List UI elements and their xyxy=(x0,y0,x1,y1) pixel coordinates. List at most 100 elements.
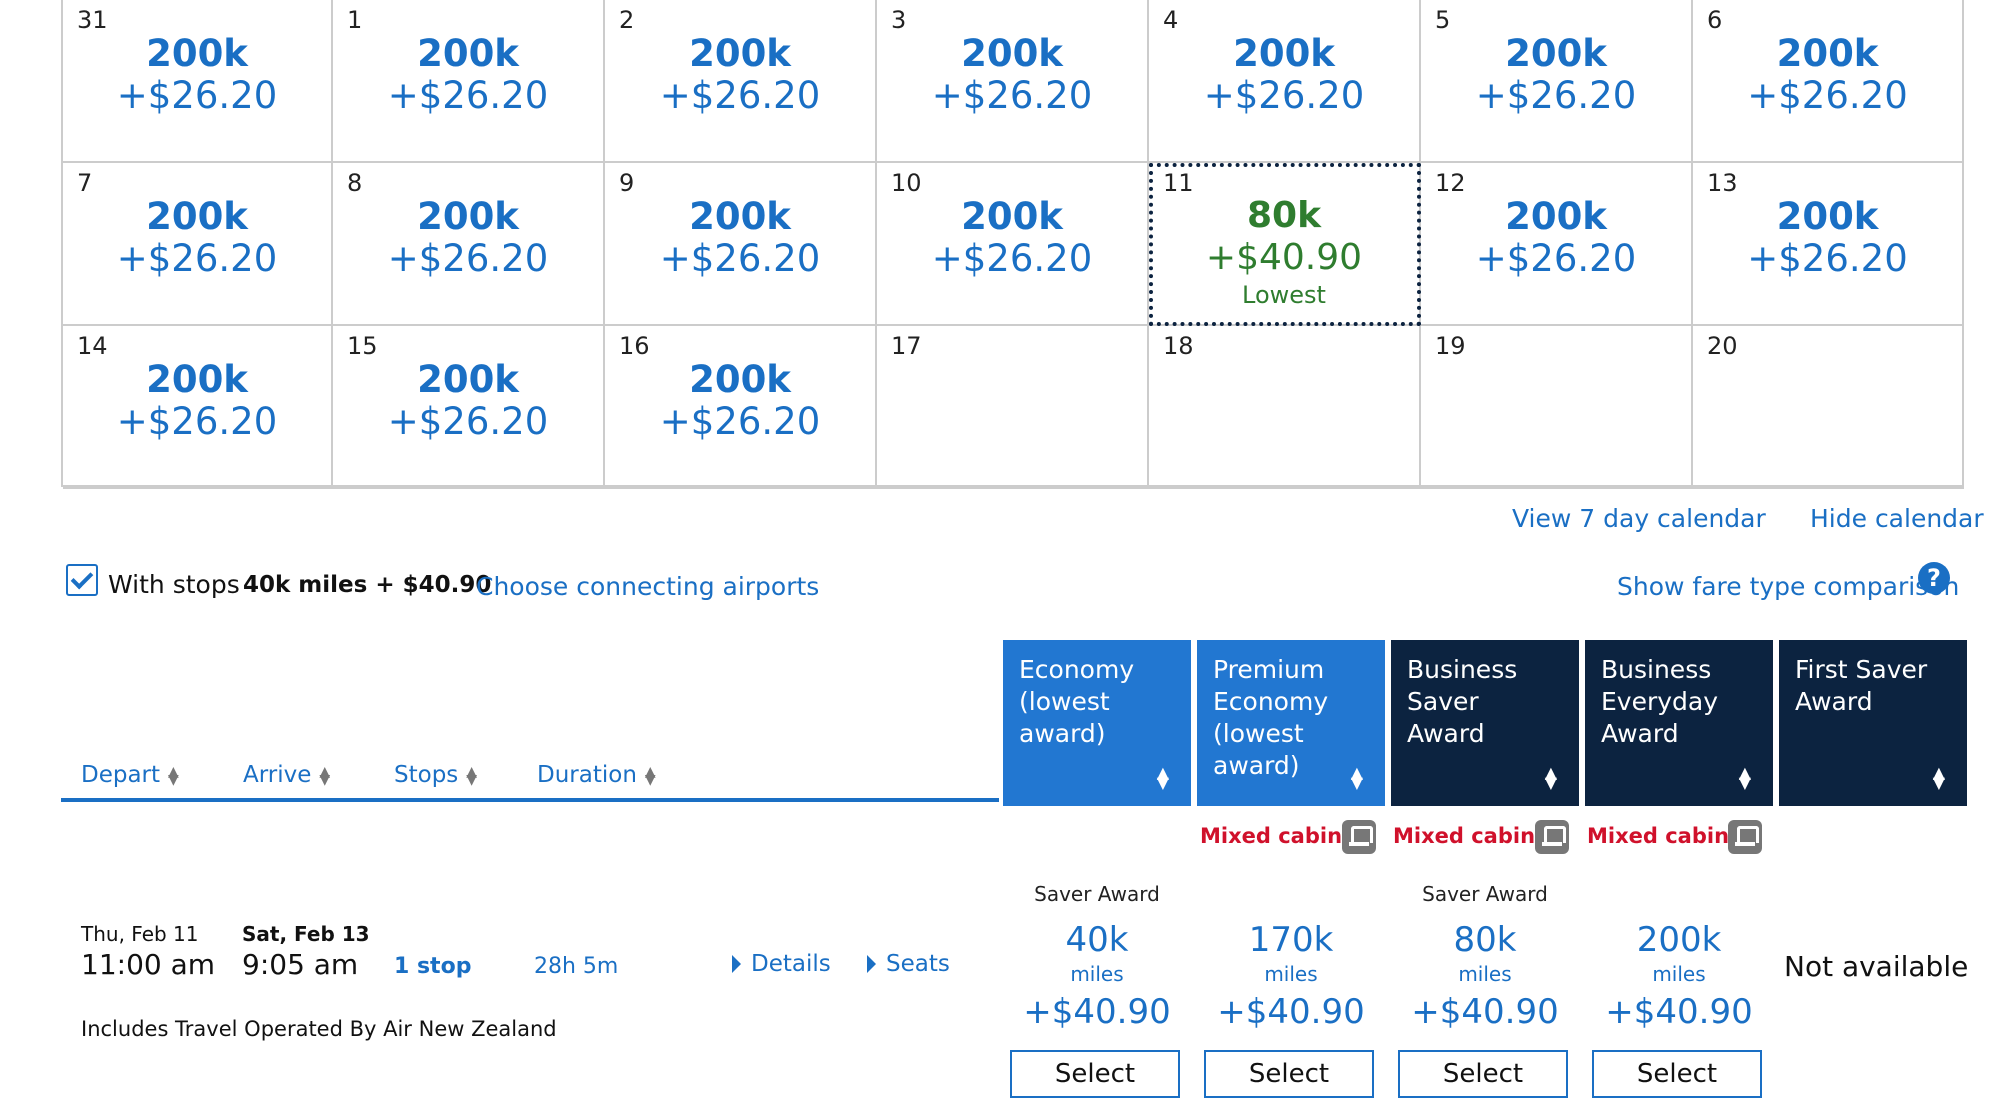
fare-col-label: First Saver Award xyxy=(1795,655,1928,716)
calendar-day-9[interactable]: 9 200k +$26.20 xyxy=(605,163,877,326)
fare-col-economy[interactable]: Economy (lowest award) ▲ ▼ xyxy=(1003,640,1191,806)
calendar-day-7[interactable]: 7 200k +$26.20 xyxy=(63,163,333,326)
calendar-day-number: 13 xyxy=(1707,169,1738,197)
calendar-day-6[interactable]: 6 200k +$26.20 xyxy=(1693,0,1964,163)
lowest-badge: Lowest xyxy=(1242,281,1326,309)
calendar-day-price: +$26.20 xyxy=(116,400,278,443)
calendar-day-price: +$26.20 xyxy=(1203,74,1365,117)
fare-miles: 40k xyxy=(1065,920,1129,960)
sort-arrows-icon: ▲ ▼ xyxy=(1544,763,1557,792)
calendar-day-number: 17 xyxy=(891,332,922,360)
calendar-day-5[interactable]: 5 200k +$26.20 xyxy=(1421,0,1693,163)
calendar-day-16[interactable]: 16 200k +$26.20 xyxy=(605,326,877,489)
fare-miles: 200k xyxy=(1636,920,1722,960)
calendar-day-miles: 200k xyxy=(146,358,248,401)
calendar-day-1[interactable]: 1 200k +$26.20 xyxy=(333,0,605,163)
arrive-date: Sat, Feb 13 xyxy=(242,922,370,946)
calendar-day-price: +$26.20 xyxy=(1747,74,1908,117)
calendar-day-11[interactable]: 11 80k +$40.90 Lowest xyxy=(1149,163,1421,326)
choose-connecting-airports-link[interactable]: Choose connecting airports xyxy=(476,572,820,601)
calendar-day-price: +$26.20 xyxy=(659,400,821,443)
sort-arrows-icon: ▲ ▼ xyxy=(644,763,656,788)
seat-icon[interactable] xyxy=(1728,820,1762,854)
calendar-day-15[interactable]: 15 200k +$26.20 xyxy=(333,326,605,489)
show-fare-type-comparison-link[interactable]: Show fare type comparison xyxy=(1617,572,1960,601)
seat-icon[interactable] xyxy=(1342,820,1376,854)
arrive-time: 9:05 am xyxy=(242,948,359,981)
stops-link[interactable]: 1 stop xyxy=(394,954,472,979)
calendar-day-price: +$26.20 xyxy=(387,237,549,280)
select-premium-economy-button[interactable]: Select xyxy=(1204,1050,1374,1098)
fare-col-label: Business Saver Award xyxy=(1407,655,1518,748)
award-type-label: Saver Award xyxy=(1034,882,1160,906)
fare-miles-unit: miles xyxy=(1070,962,1124,986)
sort-duration[interactable]: Duration ▲ ▼ xyxy=(537,762,656,788)
with-stops-checkbox[interactable] xyxy=(66,564,98,596)
calendar-day-miles: 200k xyxy=(961,32,1063,75)
fare-miles: 170k xyxy=(1248,920,1334,960)
select-business-saver-button[interactable]: Select xyxy=(1398,1050,1568,1098)
calendar-day-12[interactable]: 12 200k +$26.20 xyxy=(1421,163,1693,326)
sort-arrive[interactable]: Arrive ▲ ▼ xyxy=(243,762,330,788)
calendar-day-miles: 200k xyxy=(417,195,519,238)
calendar-day-number: 18 xyxy=(1163,332,1194,360)
mixed-cabin-label: Mixed cabin xyxy=(1200,824,1343,848)
calendar-day-miles: 200k xyxy=(1505,195,1607,238)
fare-miles-unit: miles xyxy=(1458,962,1512,986)
sort-depart[interactable]: Depart ▲ ▼ xyxy=(81,762,179,788)
fare-price: +$40.90 xyxy=(1411,992,1559,1032)
fare-col-first-saver[interactable]: First Saver Award ▲ ▼ xyxy=(1779,640,1967,806)
calendar-day-number: 15 xyxy=(347,332,378,360)
seats-link[interactable]: Seats xyxy=(867,951,950,977)
fare-price: +$40.90 xyxy=(1023,992,1171,1032)
calendar-day-price: +$40.90 xyxy=(1205,237,1363,278)
hide-calendar-link[interactable]: Hide calendar xyxy=(1810,504,1984,533)
sort-arrows-icon: ▲ ▼ xyxy=(168,763,179,788)
calendar-day-number: 7 xyxy=(77,169,93,197)
fare-col-business-everyday[interactable]: Business Everyday Award ▲ ▼ xyxy=(1585,640,1773,806)
select-economy-button[interactable]: Select xyxy=(1010,1050,1180,1098)
with-stops-label: With stops xyxy=(108,570,240,599)
calendar-day-2[interactable]: 2 200k +$26.20 xyxy=(605,0,877,163)
calendar-day-number: 8 xyxy=(347,169,363,197)
calendar-day-14[interactable]: 14 200k +$26.20 xyxy=(63,326,333,489)
calendar-day-31[interactable]: 31 200k +$26.20 xyxy=(63,0,333,163)
calendar-day-19[interactable]: 19 xyxy=(1421,326,1693,489)
calendar-day-price: +$26.20 xyxy=(387,74,549,117)
calendar-day-price: +$26.20 xyxy=(116,237,278,280)
calendar-day-18[interactable]: 18 xyxy=(1149,326,1421,489)
calendar-day-price: +$26.20 xyxy=(931,237,1093,280)
calendar-day-4[interactable]: 4 200k +$26.20 xyxy=(1149,0,1421,163)
calendar-day-number: 9 xyxy=(619,169,635,197)
mixed-cabin-label: Mixed cabin xyxy=(1393,824,1536,848)
calendar-day-20[interactable]: 20 xyxy=(1693,326,1964,489)
calendar-day-number: 4 xyxy=(1163,6,1179,34)
calendar-day-10[interactable]: 10 200k +$26.20 xyxy=(877,163,1149,326)
duration-value: 28h 5m xyxy=(534,954,619,979)
fare-col-label: Economy (lowest award) xyxy=(1019,655,1135,748)
sort-stops[interactable]: Stops ▲ ▼ xyxy=(394,762,477,788)
calendar-day-miles: 200k xyxy=(689,358,791,401)
calendar-day-number: 2 xyxy=(619,6,635,34)
seat-icon[interactable] xyxy=(1535,820,1569,854)
first-not-available: Not available xyxy=(1784,950,1969,983)
calendar-day-miles: 200k xyxy=(417,358,519,401)
select-business-everyday-button[interactable]: Select xyxy=(1592,1050,1762,1098)
calendar-day-3[interactable]: 3 200k +$26.20 xyxy=(877,0,1149,163)
view-7-day-calendar-link[interactable]: View 7 day calendar xyxy=(1512,504,1766,533)
calendar-day-number: 12 xyxy=(1435,169,1466,197)
details-link[interactable]: Details xyxy=(732,951,831,977)
fare-col-business-saver[interactable]: Business Saver Award ▲ ▼ xyxy=(1391,640,1579,806)
calendar-day-8[interactable]: 8 200k +$26.20 xyxy=(333,163,605,326)
calendar-day-17[interactable]: 17 xyxy=(877,326,1149,489)
help-icon[interactable]: ? xyxy=(1918,562,1950,594)
fare-calendar: 31 200k +$26.20 1 200k +$26.20 2 200k +$26.20 3 20… xyxy=(61,0,1964,489)
calendar-day-13[interactable]: 13 200k +$26.20 xyxy=(1693,163,1964,326)
mixed-cabin-label: Mixed cabin xyxy=(1587,824,1730,848)
calendar-day-number: 16 xyxy=(619,332,650,360)
calendar-day-miles: 200k xyxy=(146,195,248,238)
calendar-day-number: 11 xyxy=(1163,169,1194,197)
fare-col-premium-economy[interactable]: Premium Economy (lowest award) ▲ ▼ xyxy=(1197,640,1385,806)
sort-arrows-icon: ▲ ▼ xyxy=(1156,763,1169,792)
fare-miles: 80k xyxy=(1453,920,1517,960)
